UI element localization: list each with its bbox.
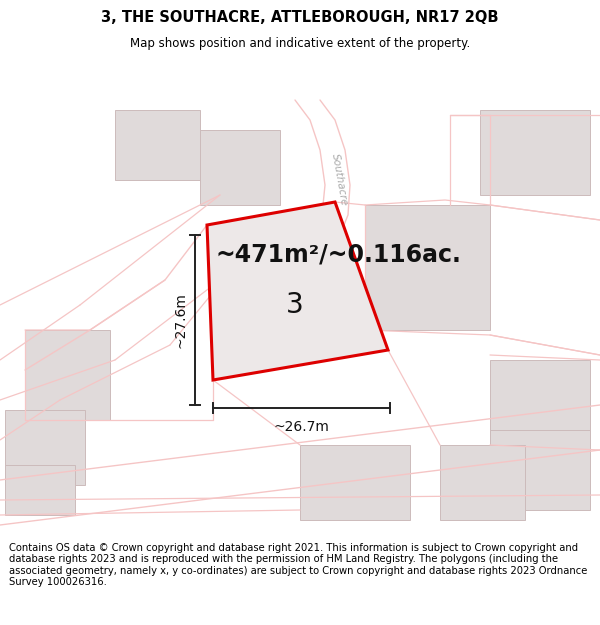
Polygon shape [115,110,200,180]
Polygon shape [300,445,410,520]
Polygon shape [207,202,388,380]
Polygon shape [218,215,367,365]
Polygon shape [440,445,525,520]
Polygon shape [490,360,590,445]
Text: Contains OS data © Crown copyright and database right 2021. This information is : Contains OS data © Crown copyright and d… [9,542,587,588]
Polygon shape [25,330,110,420]
Polygon shape [480,110,590,195]
Text: 3: 3 [286,291,304,319]
Polygon shape [5,465,75,515]
Polygon shape [490,430,590,510]
Text: ~26.7m: ~26.7m [274,420,329,434]
Text: Map shows position and indicative extent of the property.: Map shows position and indicative extent… [130,38,470,51]
Text: ~27.6m: ~27.6m [173,292,187,348]
Text: ~471m²/~0.116ac.: ~471m²/~0.116ac. [215,243,461,267]
Text: 3, THE SOUTHACRE, ATTLEBOROUGH, NR17 2QB: 3, THE SOUTHACRE, ATTLEBOROUGH, NR17 2QB [101,10,499,25]
Polygon shape [200,130,280,205]
Polygon shape [5,410,85,485]
Text: Southacre: Southacre [331,153,350,207]
Polygon shape [365,205,490,330]
